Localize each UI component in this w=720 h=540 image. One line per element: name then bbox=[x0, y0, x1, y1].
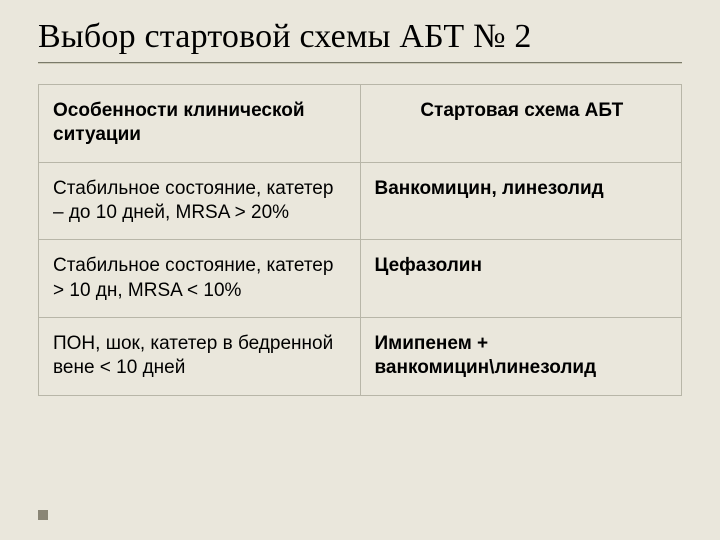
table-row: ПОН, шок, катетер в бедренной вене < 10 … bbox=[39, 317, 682, 395]
col-header-situation: Особенности клинической ситуации bbox=[39, 85, 361, 163]
table-row: Стабильное состояние, катетер – до 10 дн… bbox=[39, 162, 682, 240]
title-divider bbox=[38, 62, 682, 64]
cell-situation: ПОН, шок, катетер в бедренной вене < 10 … bbox=[39, 317, 361, 395]
cell-scheme: Имипенем + ванкомицин\линезолид bbox=[360, 317, 682, 395]
col-header-scheme: Стартовая схема АБТ bbox=[360, 85, 682, 163]
cell-situation: Стабильное состояние, катетер > 10 дн, M… bbox=[39, 240, 361, 318]
footer-bullet-icon bbox=[38, 510, 48, 520]
table-header-row: Особенности клинической ситуации Стартов… bbox=[39, 85, 682, 163]
cell-scheme: Цефазолин bbox=[360, 240, 682, 318]
slide: Выбор стартовой схемы АБТ № 2 Особенност… bbox=[0, 0, 720, 540]
table-row: Стабильное состояние, катетер > 10 дн, M… bbox=[39, 240, 682, 318]
abt-table: Особенности клинической ситуации Стартов… bbox=[38, 84, 682, 396]
cell-situation: Стабильное состояние, катетер – до 10 дн… bbox=[39, 162, 361, 240]
slide-title: Выбор стартовой схемы АБТ № 2 bbox=[38, 18, 682, 56]
cell-scheme: Ванкомицин, линезолид bbox=[360, 162, 682, 240]
